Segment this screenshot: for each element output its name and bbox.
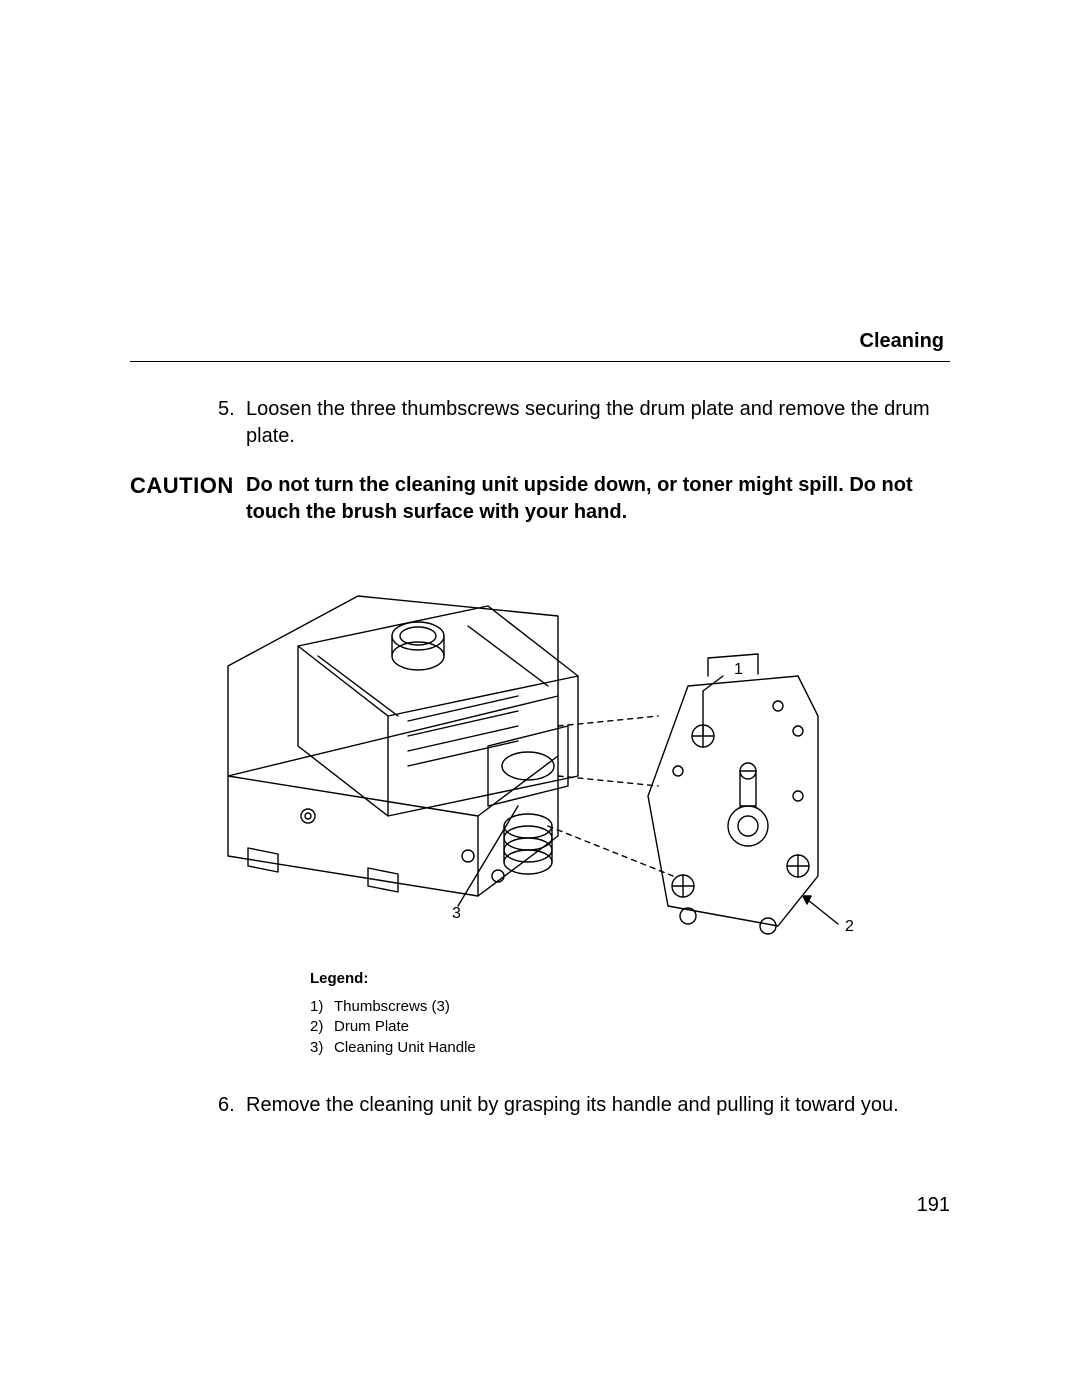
header-rule: [130, 361, 950, 362]
caution-label: CAUTION: [130, 472, 246, 526]
legend-text: Drum Plate: [334, 1017, 409, 1037]
callout-3: 3: [452, 905, 461, 922]
content-area: Cleaning 5. Loosen the three thumbscrews…: [130, 330, 950, 1141]
step-text: Remove the cleaning unit by grasping its…: [246, 1092, 950, 1119]
figure-legend: Legend: 1) Thumbscrews (3) 2) Drum Plate…: [310, 970, 950, 1058]
caution-line-1: Do not turn the cleaning unit upside dow…: [246, 474, 844, 496]
callout-1: 1: [734, 661, 743, 678]
drum-plate-diagram: 1 2 3: [218, 556, 858, 956]
page-number: 191: [917, 1194, 950, 1217]
callout-2: 2: [845, 918, 854, 935]
legend-num: 2): [310, 1017, 334, 1037]
caution-text: Do not turn the cleaning unit upside dow…: [246, 472, 950, 526]
step-number: 6.: [218, 1092, 246, 1119]
legend-item-3: 3) Cleaning Unit Handle: [310, 1038, 950, 1058]
legend-text: Cleaning Unit Handle: [334, 1038, 476, 1058]
legend-item-2: 2) Drum Plate: [310, 1017, 950, 1037]
step-5: 5. Loosen the three thumbscrews securing…: [218, 396, 950, 450]
legend-text: Thumbscrews (3): [334, 997, 450, 1017]
legend-num: 1): [310, 997, 334, 1017]
running-head: Cleaning: [130, 330, 950, 361]
step-6: 6. Remove the cleaning unit by grasping …: [218, 1092, 950, 1119]
legend-title: Legend:: [310, 970, 950, 987]
caution-block: CAUTION Do not turn the cleaning unit up…: [130, 472, 950, 526]
figure: 1 2 3: [218, 556, 950, 956]
legend-num: 3): [310, 1038, 334, 1058]
legend-item-1: 1) Thumbscrews (3): [310, 997, 950, 1017]
manual-page: Cleaning 5. Loosen the three thumbscrews…: [0, 0, 1080, 1397]
step-text: Loosen the three thumbscrews securing th…: [246, 396, 950, 450]
step-number: 5.: [218, 396, 246, 450]
